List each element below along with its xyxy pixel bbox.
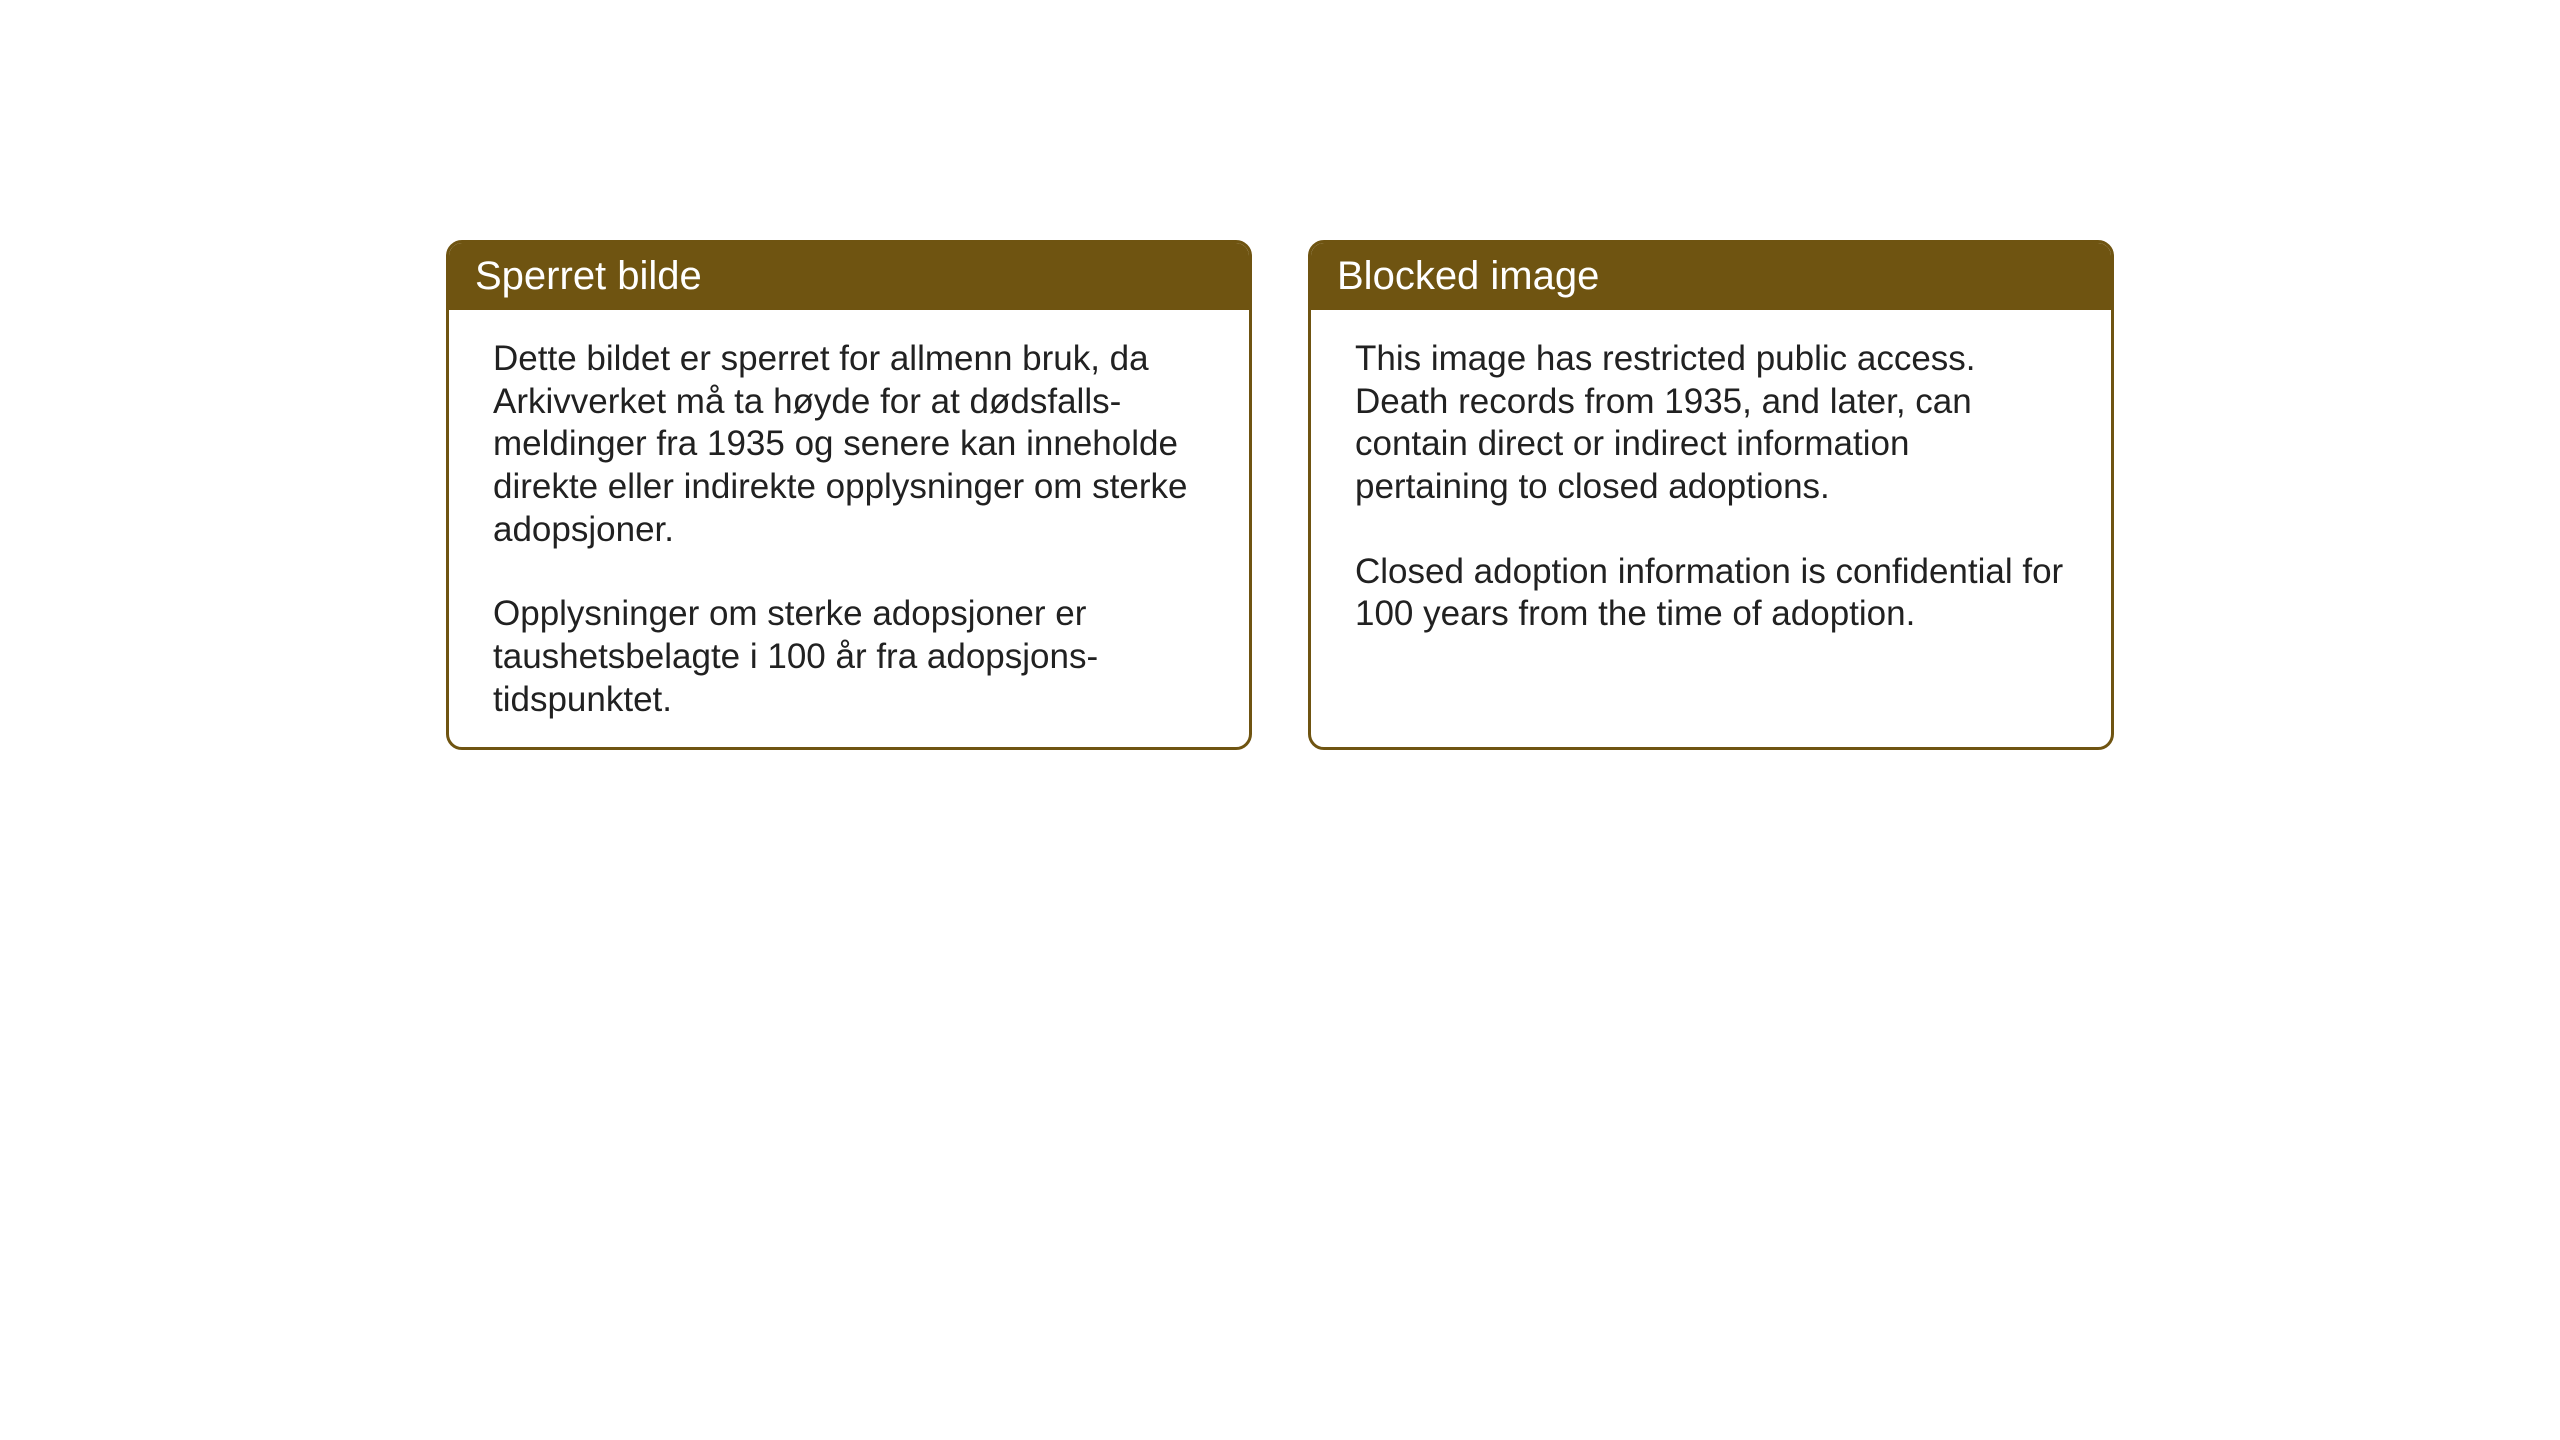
notice-card-norwegian: Sperret bilde Dette bildet er sperret fo…: [446, 240, 1252, 750]
notice-card-english: Blocked image This image has restricted …: [1308, 240, 2114, 750]
notice-title-english: Blocked image: [1311, 243, 2111, 310]
notice-container: Sperret bilde Dette bildet er sperret fo…: [446, 240, 2114, 750]
notice-body-norwegian: Dette bildet er sperret for allmenn bruk…: [449, 310, 1249, 750]
notice-paragraph-1-norwegian: Dette bildet er sperret for allmenn bruk…: [493, 338, 1205, 551]
notice-title-norwegian: Sperret bilde: [449, 243, 1249, 310]
notice-paragraph-2-norwegian: Opplysninger om sterke adopsjoner er tau…: [493, 593, 1205, 721]
notice-paragraph-1-english: This image has restricted public access.…: [1355, 338, 2067, 509]
notice-paragraph-2-english: Closed adoption information is confident…: [1355, 551, 2067, 636]
notice-body-english: This image has restricted public access.…: [1311, 310, 2111, 668]
